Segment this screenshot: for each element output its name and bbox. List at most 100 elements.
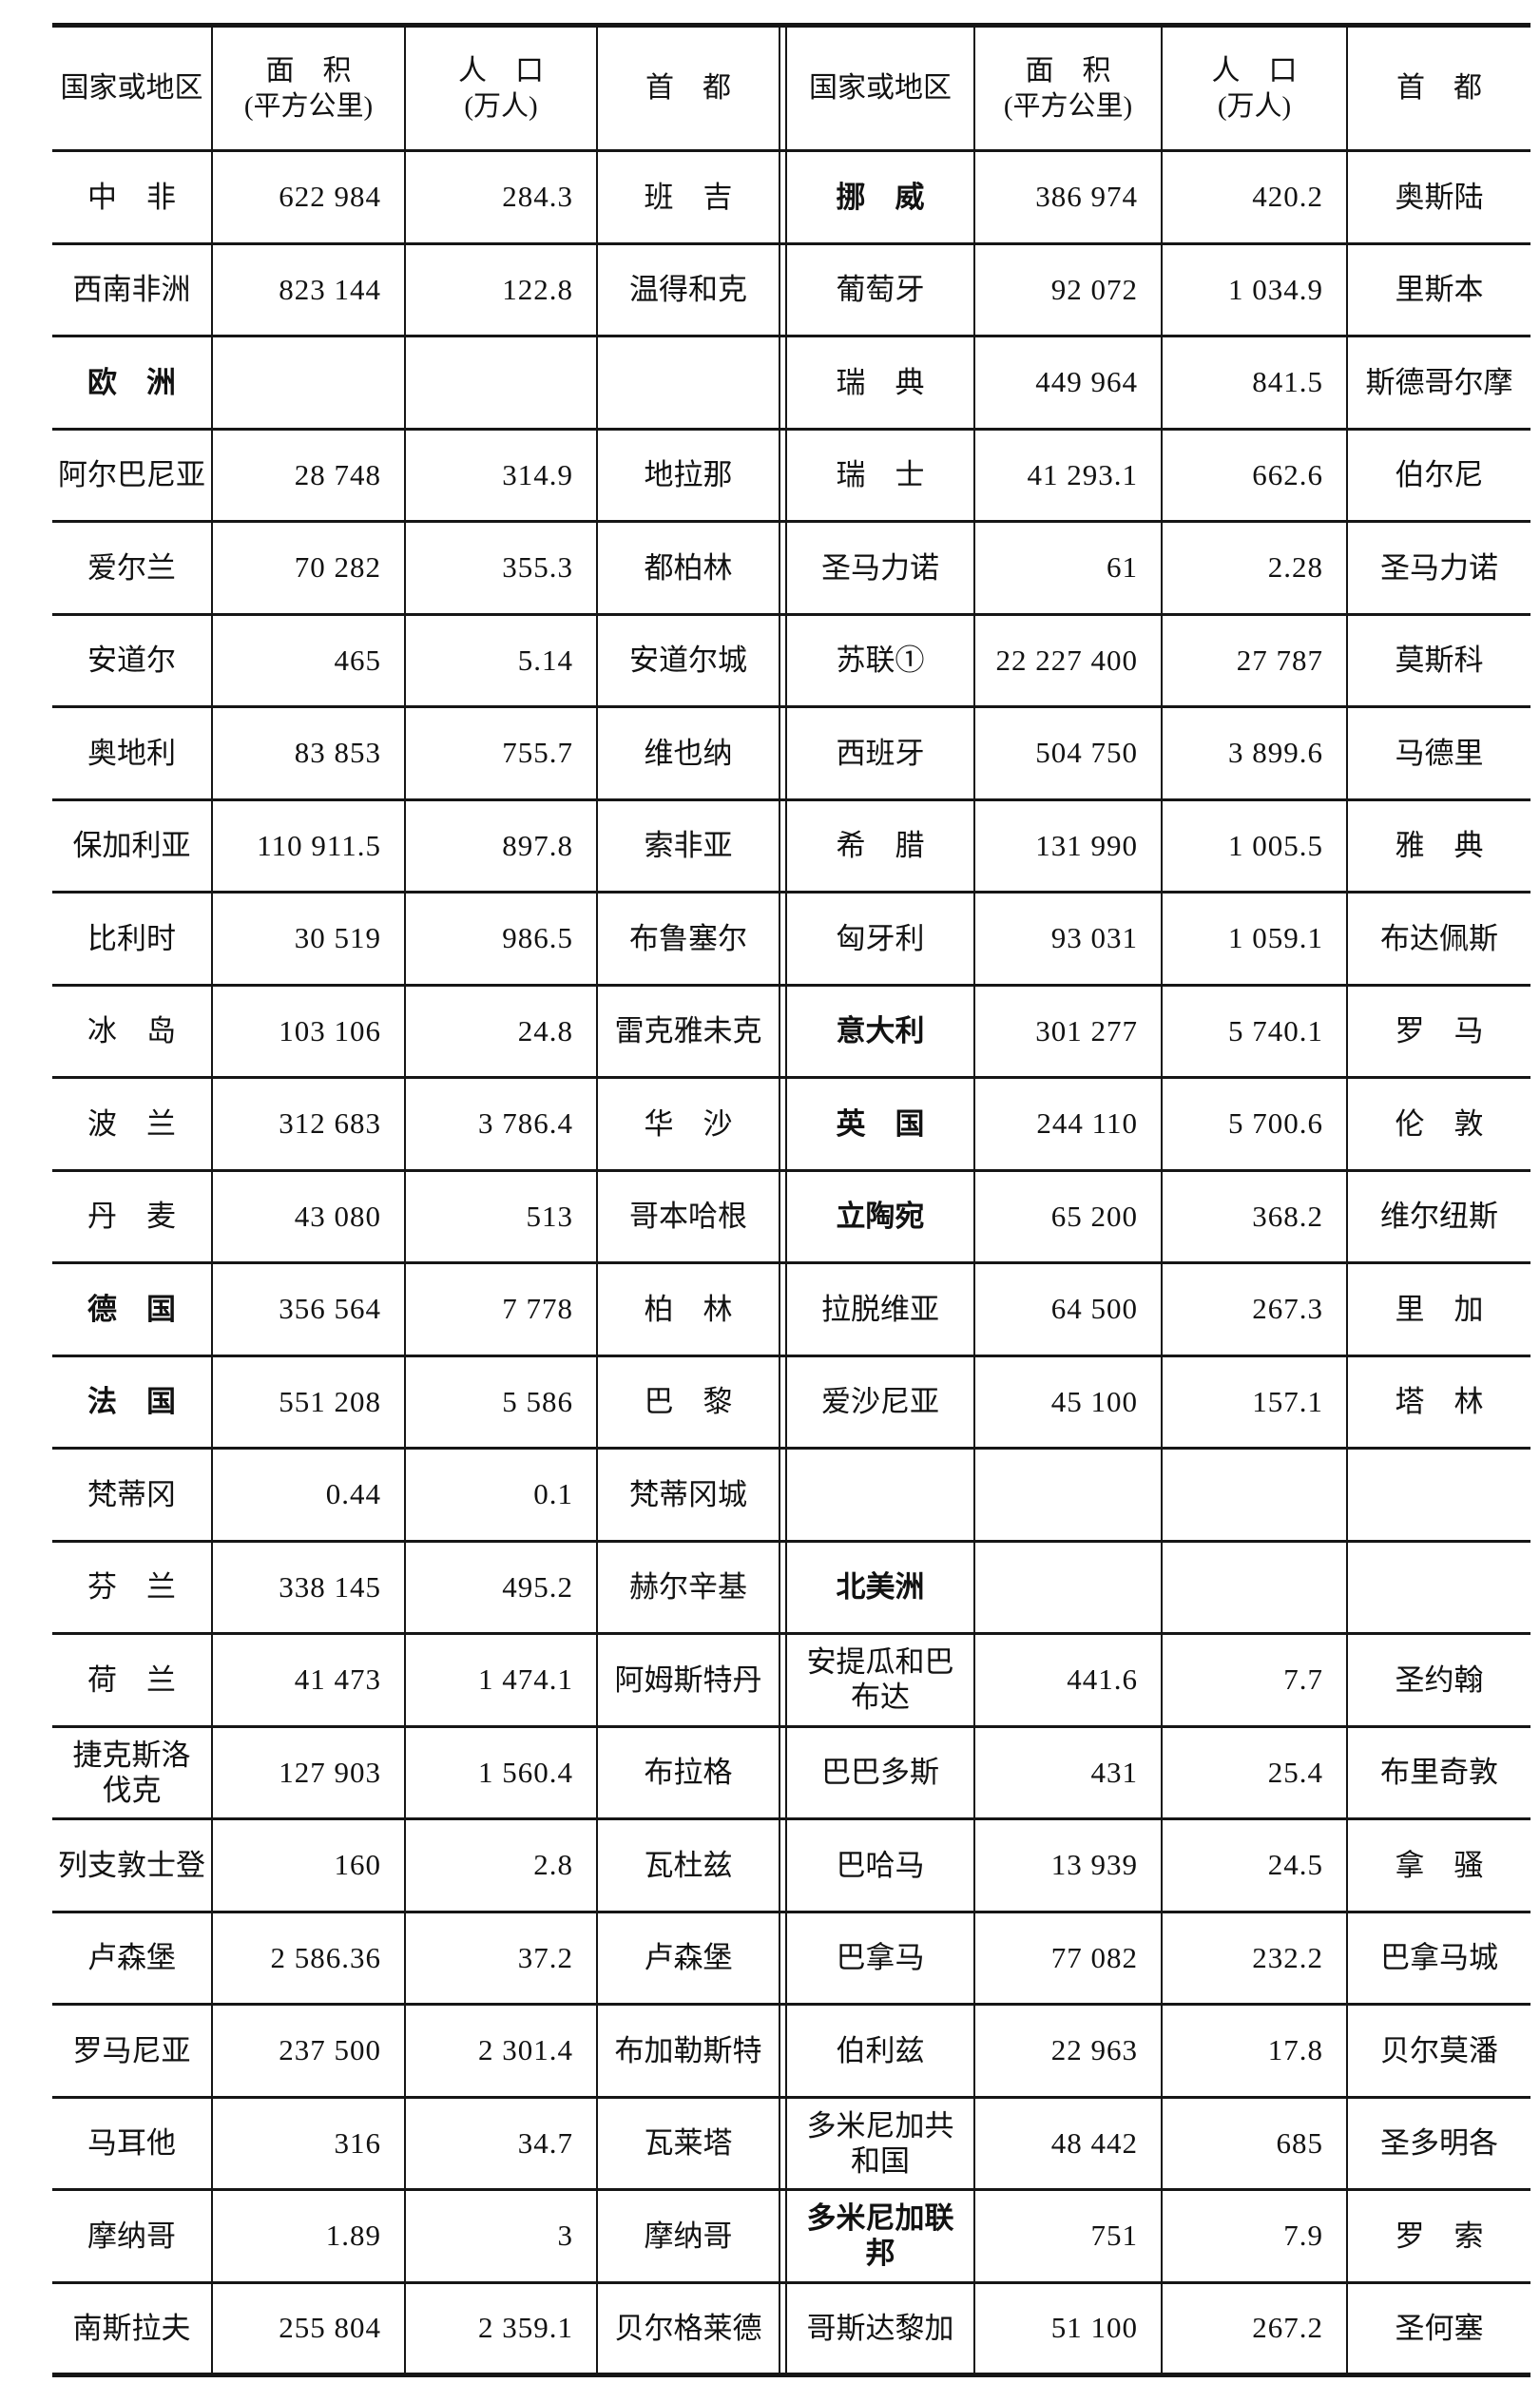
header-area-right: 面 积 (平方公里): [973, 23, 1162, 152]
capital-cell: 伦 敦: [1346, 1077, 1530, 1172]
header-capital-right: 首 都: [1346, 23, 1530, 152]
population-cell: [1161, 1448, 1347, 1543]
area-cell: 92 072: [973, 243, 1162, 337]
population-cell: 5 700.6: [1161, 1077, 1347, 1172]
table-divider: [779, 1541, 787, 1635]
country-cell: 苏联①: [785, 614, 974, 708]
population-cell: 37.2: [404, 1912, 597, 2006]
country-cell: 西南非洲: [52, 243, 212, 337]
capital-cell: 瓦杜兹: [596, 1818, 780, 1913]
country-cell: 列支敦士登: [52, 1818, 212, 1913]
capital-cell: 布达佩斯: [1346, 892, 1530, 987]
table-row: 西南非洲 823 144 122.8 温得和克 葡萄牙 92 072 1 034.9 里斯本: [52, 243, 1530, 337]
population-cell: 267.2: [1161, 2282, 1347, 2377]
table-row: 丹 麦 43 080 513 哥本哈根 立陶宛 65 200 368.2 维尔纽斯: [52, 1170, 1530, 1264]
capital-cell: 地拉那: [596, 429, 780, 523]
capital-cell: [1346, 1541, 1530, 1635]
capital-cell: 卢森堡: [596, 1912, 780, 2006]
country-cell: 多米尼加共 和国: [785, 2097, 974, 2191]
table-row: 法 国 551 208 5 586 巴 黎爱沙尼亚 45 100 157.1 塔 林: [52, 1355, 1530, 1450]
area-cell: 431: [973, 1726, 1162, 1820]
table-divider: [779, 2189, 787, 2284]
population-cell: 0.1: [404, 1448, 597, 1543]
population-cell: 420.2: [1161, 150, 1347, 245]
table-divider: [779, 799, 787, 894]
country-cell: 德 国: [52, 1262, 212, 1357]
population-cell: 662.6: [1161, 429, 1347, 523]
table-divider: [779, 892, 787, 987]
table-divider: [779, 243, 787, 337]
population-cell: 3 899.6: [1161, 706, 1347, 801]
area-cell: 65 200: [973, 1170, 1162, 1264]
country-cell: 葡萄牙: [785, 243, 974, 337]
area-cell: 30 519: [211, 892, 405, 987]
population-cell: 986.5: [404, 892, 597, 987]
capital-cell: 雅 典: [1346, 799, 1530, 894]
table-row: 罗马尼亚 237 500 2 301.4 布加勒斯特 伯利兹 22 963 17.8 贝尔莫潘: [52, 2004, 1530, 2099]
area-cell: 338 145: [211, 1541, 405, 1635]
capital-cell: 哥本哈根: [596, 1170, 780, 1264]
country-cell: 芬 兰: [52, 1541, 212, 1635]
header-area-unit: (平方公里): [243, 90, 374, 122]
area-cell: 1.89: [211, 2189, 405, 2284]
population-cell: [1161, 1541, 1347, 1635]
country-cell: 荷 兰: [52, 1633, 212, 1728]
population-cell: 3: [404, 2189, 597, 2284]
population-cell: 157.1: [1161, 1355, 1347, 1450]
table-row: 芬 兰 338 145 495.2 赫尔辛基 北美洲: [52, 1541, 1530, 1635]
capital-cell: 巴 黎: [596, 1355, 780, 1450]
country-cell: 西班牙: [785, 706, 974, 801]
population-cell: 513: [404, 1170, 597, 1264]
country-cell: 比利时: [52, 892, 212, 987]
area-cell: 237 500: [211, 2004, 405, 2099]
capital-cell: 里斯本: [1346, 243, 1530, 337]
capital-cell: 罗 索: [1346, 2189, 1530, 2284]
table-row: 奥地利 83 853 755.7 维也纳 西班牙 504 750 3 899.6 马德里: [52, 706, 1530, 801]
population-cell: 34.7: [404, 2097, 597, 2191]
capital-cell: 赫尔辛基: [596, 1541, 780, 1635]
capital-cell: 圣多明各: [1346, 2097, 1530, 2191]
country-cell: [785, 1448, 974, 1543]
table-row: 中 非 622 984 284.3 班 吉挪 威 386 974 420.2 奥斯陆: [52, 150, 1530, 245]
area-cell: 103 106: [211, 985, 405, 1079]
area-cell: 622 984: [211, 150, 405, 245]
country-cell: 南斯拉夫: [52, 2282, 212, 2377]
capital-cell: 圣何塞: [1346, 2282, 1530, 2377]
capital-cell: 班 吉: [596, 150, 780, 245]
area-cell: 64 500: [973, 1262, 1162, 1357]
header-country-left: 国家或地区: [52, 23, 212, 152]
capital-cell: 索非亚: [596, 799, 780, 894]
capital-cell: 瓦莱塔: [596, 2097, 780, 2191]
header-population-label: 人 口: [1211, 55, 1298, 87]
area-cell: 22 963: [973, 2004, 1162, 2099]
country-cell: 安提瓜和巴 布达: [785, 1633, 974, 1728]
table-divider: [779, 2004, 787, 2099]
header-area-label: 面 积: [1025, 55, 1111, 87]
table-divider: [779, 1818, 787, 1913]
population-cell: 232.2: [1161, 1912, 1347, 2006]
capital-cell: [1346, 1448, 1530, 1543]
table-row: 捷克斯洛 伐克 127 903 1 560.4 布拉格 巴巴多斯 431 25.4 布里奇敦: [52, 1726, 1530, 1820]
country-cell: 哥斯达黎加: [785, 2282, 974, 2377]
capital-cell: 温得和克: [596, 243, 780, 337]
country-cell: 法 国: [52, 1355, 212, 1450]
country-cell: 多米尼加联 邦: [785, 2189, 974, 2284]
country-cell: 英 国: [785, 1077, 974, 1172]
country-cell: 安道尔: [52, 614, 212, 708]
header-population-unit: (万人): [464, 90, 538, 122]
area-cell: 127 903: [211, 1726, 405, 1820]
population-cell: [404, 336, 597, 431]
area-cell: 244 110: [973, 1077, 1162, 1172]
country-cell: 圣马力诺: [785, 521, 974, 616]
population-cell: 495.2: [404, 1541, 597, 1635]
area-cell: 823 144: [211, 243, 405, 337]
table-row: 阿尔巴尼亚 28 748 314.9 地拉那瑞 士 41 293.1 662.6 伯尔尼: [52, 429, 1530, 523]
capital-cell: 莫斯科: [1346, 614, 1530, 708]
population-cell: 17.8: [1161, 2004, 1347, 2099]
capital-cell: [596, 336, 780, 431]
area-cell: 386 974: [973, 150, 1162, 245]
area-cell: 93 031: [973, 892, 1162, 987]
population-cell: 314.9: [404, 429, 597, 523]
header-population-label: 人 口: [458, 55, 544, 87]
population-cell: 3 786.4: [404, 1077, 597, 1172]
